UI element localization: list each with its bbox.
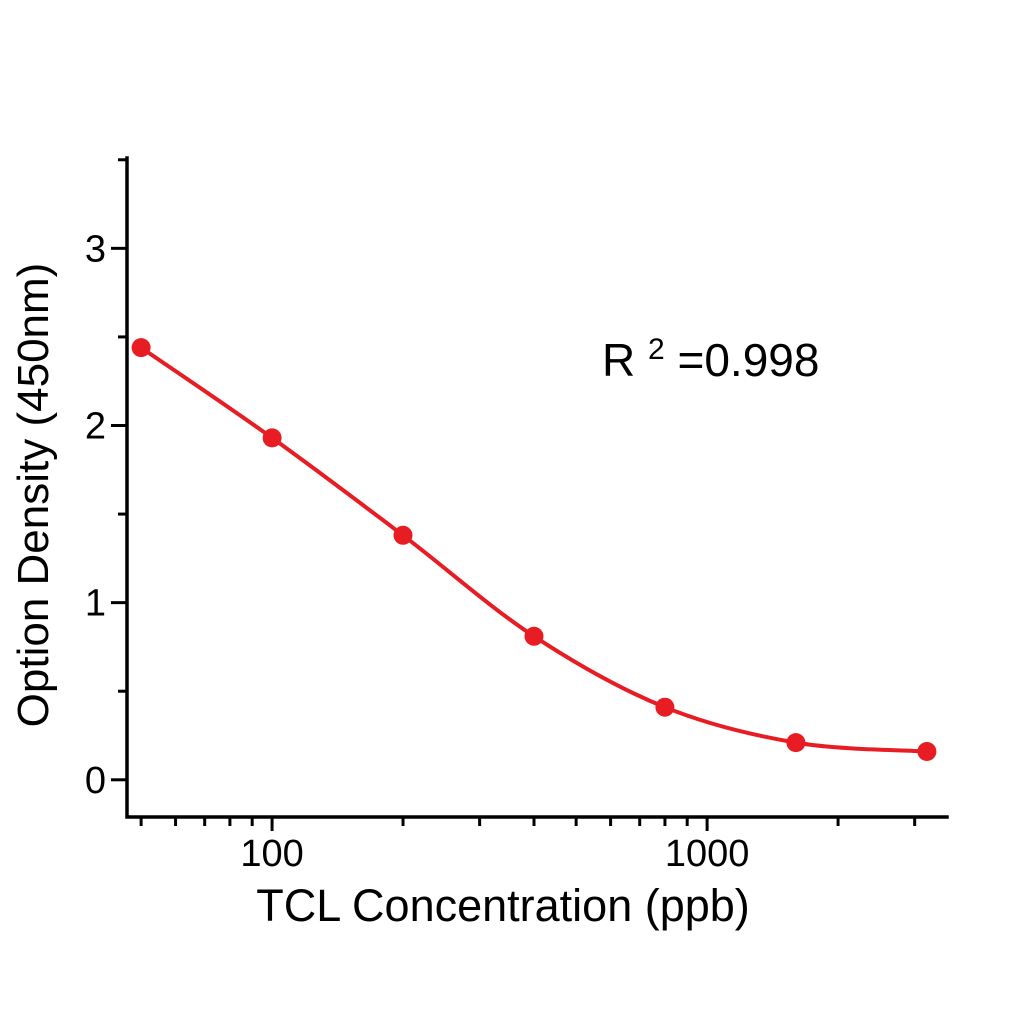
data-point-marker [524, 626, 544, 646]
axis-ticks-layer [111, 158, 917, 831]
y-axis-title: Option Density (450nm) [9, 263, 58, 728]
x-tick-label: 100 [240, 833, 303, 875]
data-point-marker [262, 428, 282, 448]
y-tick-label: 2 [85, 405, 106, 447]
fit-curve [139, 345, 929, 754]
y-tick-label: 0 [85, 760, 106, 802]
data-series-layer [131, 338, 937, 761]
data-point-marker [655, 697, 675, 717]
y-tick-label: 3 [85, 228, 106, 270]
r-squared-annotation: R 2 =0.998 [602, 317, 819, 386]
x-axis-title: TCL Concentration (ppb) [256, 880, 750, 931]
data-point-marker [917, 742, 937, 761]
data-point-marker [786, 733, 806, 753]
tick-labels-layer: 0 1 2 3 100 1000 [85, 228, 750, 875]
r-squared-base: R [602, 334, 635, 386]
data-point-marker [131, 338, 151, 358]
axis-spines-layer [125, 156, 949, 819]
r-squared-value: =0.998 [677, 334, 819, 386]
y-tick-label: 1 [85, 583, 106, 625]
r-squared-superscript: 2 [648, 333, 665, 366]
data-point-marker [393, 525, 413, 545]
axis-spines [125, 156, 949, 819]
x-tick-label: 1000 [665, 833, 750, 875]
